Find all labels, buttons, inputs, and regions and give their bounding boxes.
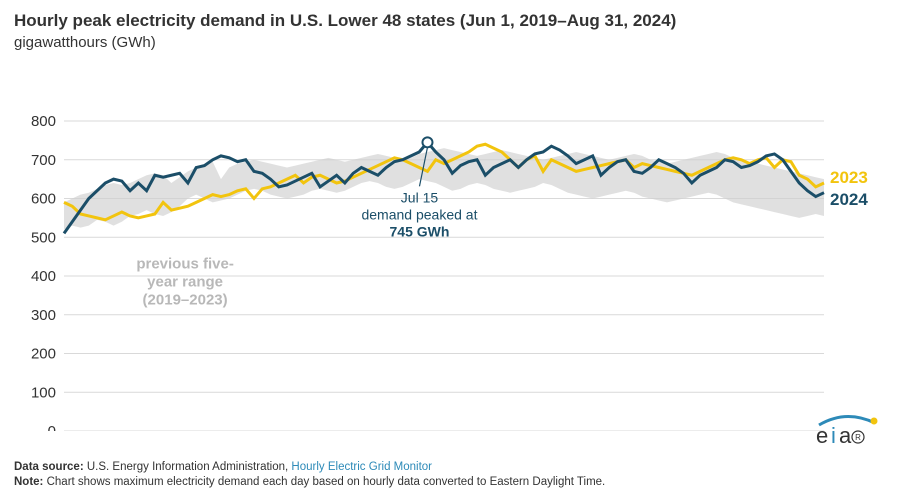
note-text: Chart shows maximum electricity demand e… [47, 476, 606, 488]
svg-text:e: e [816, 423, 828, 447]
annotation-marker [422, 137, 432, 147]
svg-text:i: i [831, 423, 836, 447]
svg-text:R: R [855, 433, 861, 442]
y-tick-label: 400 [31, 268, 56, 285]
chart-svg: 0100200300400500600700800JunJulAugprevio… [14, 51, 887, 431]
range-label: year range [147, 273, 223, 290]
range-label: previous five- [136, 255, 234, 272]
y-tick-label: 300 [31, 307, 56, 324]
chart-title: Hourly peak electricity demand in U.S. L… [14, 10, 887, 32]
source-label: Data source: [14, 461, 84, 473]
annotation-text: demand peaked at [361, 206, 477, 222]
legend-2024: 2024 [830, 190, 868, 209]
y-tick-label: 200 [31, 346, 56, 363]
chart-container: Hourly peak electricity demand in U.S. L… [14, 10, 887, 493]
annotation-text: Jul 15 [401, 189, 439, 205]
note-label: Note: [14, 476, 43, 488]
source-link[interactable]: Hourly Electric Grid Monitor [291, 461, 432, 473]
range-label: (2019–2023) [143, 291, 228, 308]
annotation-text-bold: 745 GWh [390, 223, 450, 239]
y-tick-label: 100 [31, 384, 56, 401]
eia-logo: e i a R [811, 407, 881, 447]
y-tick-label: 500 [31, 229, 56, 246]
chart-subtitle: gigawatthours (GWh) [14, 34, 887, 51]
svg-text:a: a [839, 423, 852, 447]
legend-2023: 2023 [830, 168, 868, 187]
y-tick-label: 600 [31, 191, 56, 208]
chart-footer: Data source: U.S. Energy Information Adm… [14, 460, 605, 491]
y-tick-label: 700 [31, 152, 56, 169]
source-text: U.S. Energy Information Administration, [87, 461, 288, 473]
y-tick-label: 800 [31, 113, 56, 130]
y-tick-label: 0 [48, 423, 56, 431]
